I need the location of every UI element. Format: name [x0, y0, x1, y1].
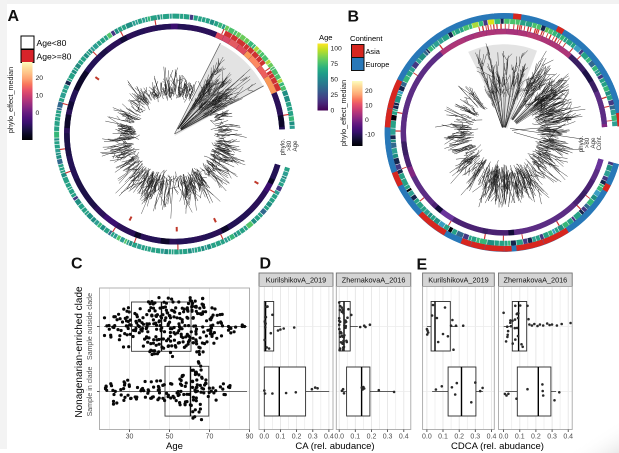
svg-text:0.2: 0.2: [531, 434, 541, 441]
svg-text:0.4: 0.4: [487, 434, 497, 441]
svg-text:-10: -10: [365, 132, 375, 139]
svg-text:A: A: [8, 8, 20, 25]
svg-text:0.0: 0.0: [334, 434, 344, 441]
svg-text:0.2: 0.2: [454, 434, 464, 441]
svg-text:90: 90: [246, 434, 254, 441]
svg-text:Continent: Continent: [350, 34, 383, 43]
svg-text:Sample outside clade: Sample outside clade: [87, 293, 94, 360]
svg-text:20: 20: [36, 75, 44, 82]
svg-text:0.1: 0.1: [276, 434, 286, 441]
svg-text:phylo_effect_median: phylo_effect_median: [339, 80, 348, 146]
svg-text:75: 75: [331, 61, 339, 68]
svg-text:0: 0: [331, 107, 335, 114]
svg-text:0.1: 0.1: [515, 434, 525, 441]
svg-text:0.4: 0.4: [324, 434, 334, 441]
svg-text:10: 10: [365, 103, 373, 110]
svg-text:CA (rel. abudance): CA (rel. abudance): [295, 441, 374, 452]
svg-text:0.3: 0.3: [470, 434, 480, 441]
svg-text:0.4: 0.4: [399, 434, 409, 441]
svg-text:ZhernakovaA_2016: ZhernakovaA_2016: [504, 276, 568, 285]
svg-text:E: E: [417, 257, 428, 274]
svg-text:50: 50: [331, 77, 339, 84]
svg-text:0.1: 0.1: [350, 434, 360, 441]
svg-text:25: 25: [331, 92, 339, 99]
svg-text:Cont.: Cont.: [596, 135, 603, 150]
svg-text:0: 0: [36, 110, 40, 117]
svg-text:0: 0: [365, 117, 369, 124]
svg-text:0.4: 0.4: [563, 434, 573, 441]
svg-text:Nonagenarian-enriched clade: Nonagenarian-enriched clade: [74, 286, 85, 418]
svg-text:KurilshikovA_2019: KurilshikovA_2019: [428, 276, 488, 285]
svg-text:0.3: 0.3: [547, 434, 557, 441]
svg-text:Age: Age: [292, 140, 299, 152]
svg-text:D: D: [260, 256, 272, 273]
svg-text:Age: Age: [319, 33, 333, 42]
svg-text:CDCA (rel. abudance): CDCA (rel. abudance): [451, 441, 544, 452]
svg-text:phylo.: phylo.: [578, 135, 585, 152]
svg-text:Age>=80: Age>=80: [37, 51, 72, 61]
svg-text:20: 20: [365, 88, 373, 95]
svg-text:>80: >80: [286, 140, 293, 151]
svg-text:KurilshikovA_2019: KurilshikovA_2019: [266, 276, 326, 285]
svg-text:ZhernakovaA_2016: ZhernakovaA_2016: [342, 276, 406, 285]
svg-text:0.0: 0.0: [422, 434, 432, 441]
svg-text:100: 100: [331, 46, 343, 53]
svg-text:0.1: 0.1: [438, 434, 448, 441]
svg-text:0.2: 0.2: [292, 434, 302, 441]
svg-text:50: 50: [166, 434, 174, 441]
svg-text:Europe: Europe: [366, 60, 390, 69]
svg-text:Age: Age: [166, 441, 183, 452]
svg-text:0.2: 0.2: [367, 434, 377, 441]
svg-text:phylo_effect_median: phylo_effect_median: [6, 67, 15, 133]
svg-text:phylo.: phylo.: [280, 138, 287, 155]
svg-text:Age<80: Age<80: [37, 38, 67, 48]
svg-text:30: 30: [126, 434, 134, 441]
svg-text:0.3: 0.3: [383, 434, 393, 441]
svg-text:>80: >80: [584, 137, 591, 148]
svg-text:Age: Age: [590, 137, 597, 149]
svg-text:0.3: 0.3: [308, 434, 318, 441]
svg-text:Sample in clade: Sample in clade: [87, 366, 94, 416]
svg-text:0.0: 0.0: [499, 434, 509, 441]
svg-text:C: C: [71, 256, 83, 273]
svg-text:Asia: Asia: [366, 47, 381, 56]
svg-text:10: 10: [36, 92, 44, 99]
svg-text:B: B: [348, 9, 360, 26]
svg-text:0.0: 0.0: [259, 434, 269, 441]
svg-text:70: 70: [206, 434, 214, 441]
